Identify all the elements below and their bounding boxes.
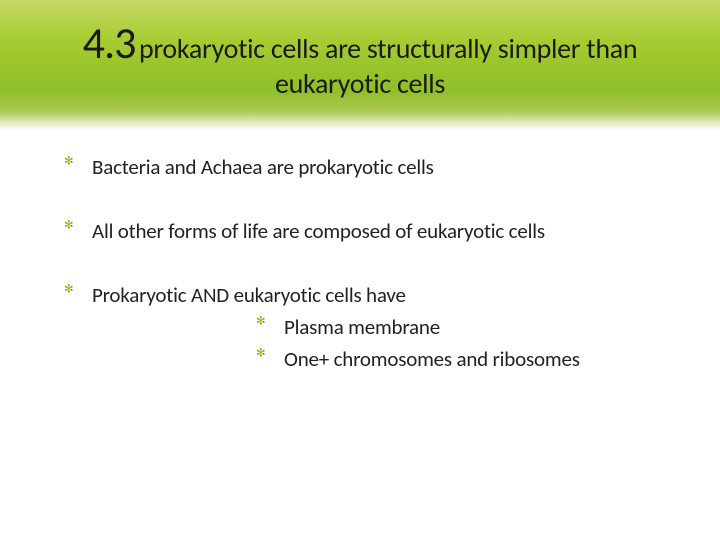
star-bullet-icon: ✻ [256,346,272,360]
list-item: ✻ Bacteria and Achaea are prokaryotic ce… [64,154,680,180]
svg-text:✻: ✻ [64,219,74,233]
bullet-text: Plasma membrane [284,314,440,340]
svg-text:✻: ✻ [64,283,74,297]
bullet-text: Prokaryotic AND eukaryotic cells have [92,282,406,308]
list-item: ✻ Prokaryotic AND eukaryotic cells have [64,282,680,308]
list-item: ✻ Plasma membrane [256,314,680,340]
slide: 4.3 prokaryotic cells are structurally s… [0,0,720,540]
star-bullet-icon: ✻ [64,154,80,168]
title-line-2: eukaryotic cells [40,66,680,101]
svg-text:✻: ✻ [256,315,266,329]
star-bullet-icon: ✻ [256,314,272,328]
bullet-text: All other forms of life are composed of … [92,218,545,244]
slide-title: 4.3 prokaryotic cells are structurally s… [40,16,680,101]
list-item: ✻ One+ chromosomes and ribosomes [256,346,680,372]
title-line-1: prokaryotic cells are structurally simpl… [139,31,637,66]
bullet-text: One+ chromosomes and ribosomes [284,346,580,372]
title-section-number: 4.3 [83,16,136,70]
star-bullet-icon: ✻ [64,218,80,232]
list-item: ✻ All other forms of life are composed o… [64,218,680,244]
slide-body: ✻ Bacteria and Achaea are prokaryotic ce… [64,154,680,378]
star-bullet-icon: ✻ [64,282,80,296]
svg-text:✻: ✻ [256,347,266,361]
svg-text:✻: ✻ [64,155,74,169]
bullet-text: Bacteria and Achaea are prokaryotic cell… [92,154,434,180]
